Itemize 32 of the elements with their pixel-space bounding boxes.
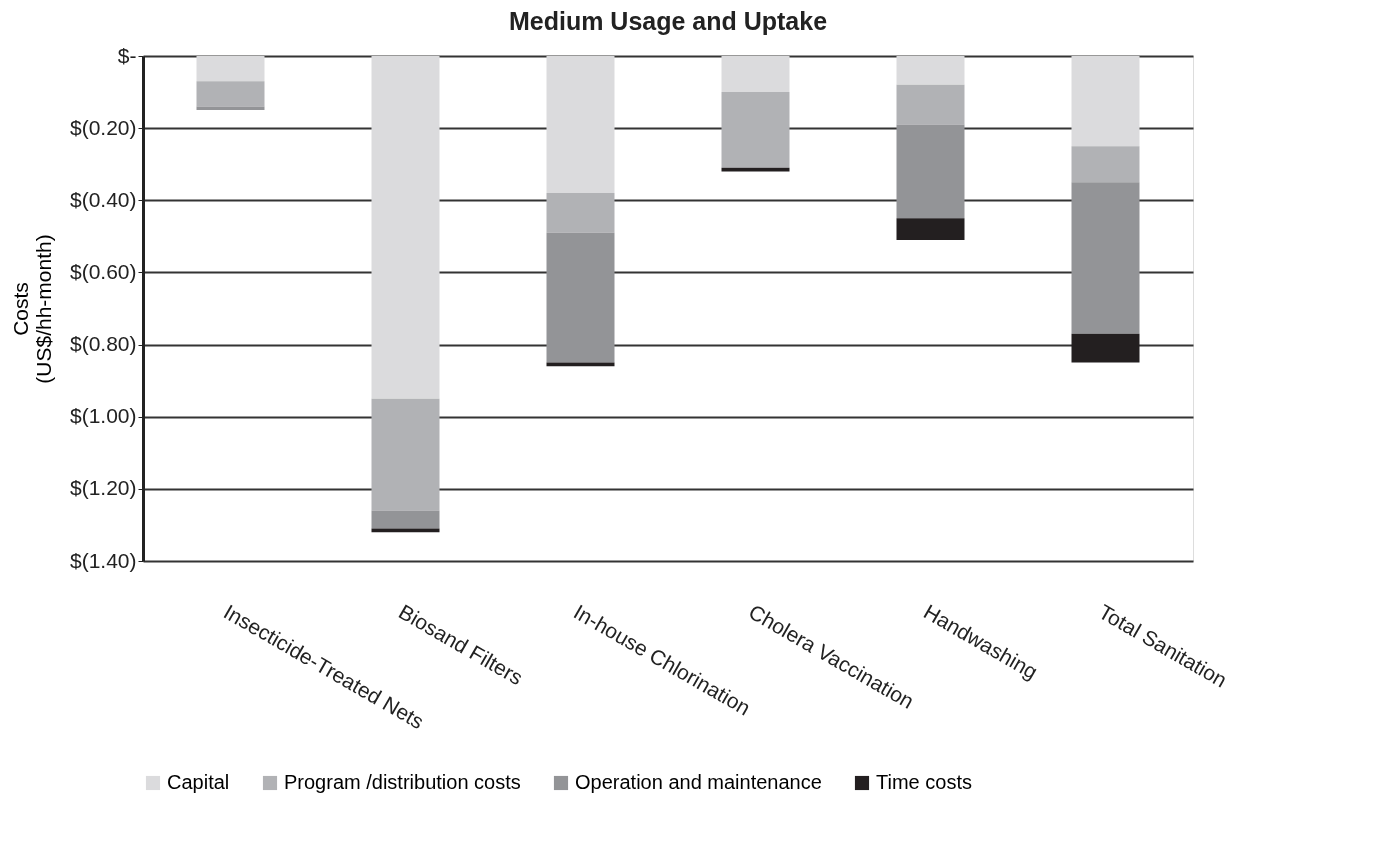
bar [371, 398, 440, 511]
bar [546, 193, 615, 233]
y-tick-label: $(0.40) [69, 187, 137, 211]
y-tick-label: $(1.20) [69, 476, 137, 500]
bar [1071, 56, 1140, 147]
legend-label: Program /distribution costs [284, 771, 521, 793]
y-tick-label: $(0.60) [69, 259, 137, 283]
bar [896, 56, 965, 85]
y-tick-label: $(0.20) [69, 115, 137, 139]
bar [1071, 333, 1140, 363]
chart-title: Medium Usage and Uptake [508, 7, 828, 35]
y-tick-label: $- [117, 43, 137, 67]
legend-label: Time costs [876, 771, 972, 793]
bar [721, 92, 790, 168]
bar [371, 56, 440, 399]
bar [1071, 182, 1140, 334]
legend-label: Capital [167, 771, 230, 793]
y-tick-label: $(0.80) [69, 332, 137, 356]
legend-label: Operation and maintenance [575, 771, 822, 793]
bar [896, 218, 965, 240]
bar [546, 232, 615, 363]
bar [546, 56, 615, 194]
y-tick-label: $(1.00) [69, 404, 137, 428]
y-tick-label: $(1.40) [69, 548, 137, 572]
bar [896, 84, 965, 125]
bar [196, 56, 265, 82]
bar [196, 81, 265, 107]
bar [721, 56, 790, 93]
y-axis-title: Costs (US$/hh-month) [8, 234, 55, 384]
bar [371, 510, 440, 529]
bar [1071, 146, 1140, 183]
bar [896, 124, 965, 219]
